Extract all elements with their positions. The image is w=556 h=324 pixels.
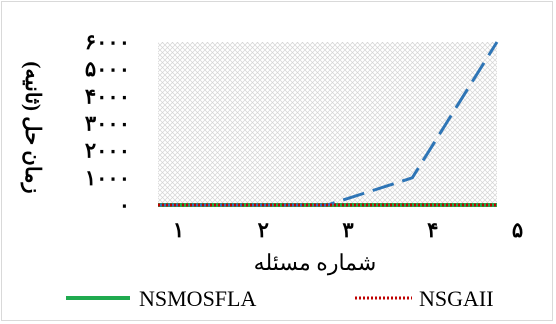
y-tick-label: ۵۰۰۰ [85, 57, 130, 81]
legend-label-nsgaii: NSGAII [419, 286, 494, 311]
x-tick-label: ۱ [173, 218, 184, 242]
x-tick-label: ۴ [427, 218, 438, 242]
y-axis-label: زمان حل (ثانیه) [20, 61, 45, 193]
y-tick-label: ۳۰۰۰ [85, 112, 130, 136]
x-tick-label: ۲ [258, 218, 269, 242]
x-axis-label: شماره مسئله [254, 250, 377, 276]
plot-area [158, 42, 497, 205]
x-tick-label: ۳ [342, 218, 354, 242]
y-tick-label: ۶۰۰۰ [85, 30, 130, 54]
y-tick-label: ۰ [119, 193, 130, 217]
y-tick-label: ۱۰۰۰ [85, 166, 130, 190]
y-tick-label: ۲۰۰۰ [85, 139, 130, 163]
legend-label-nsmosfla: NSMOSFLA [139, 286, 256, 311]
x-tick-label: ۵ [512, 218, 523, 242]
y-tick-label: ۴۰۰۰ [85, 84, 130, 108]
